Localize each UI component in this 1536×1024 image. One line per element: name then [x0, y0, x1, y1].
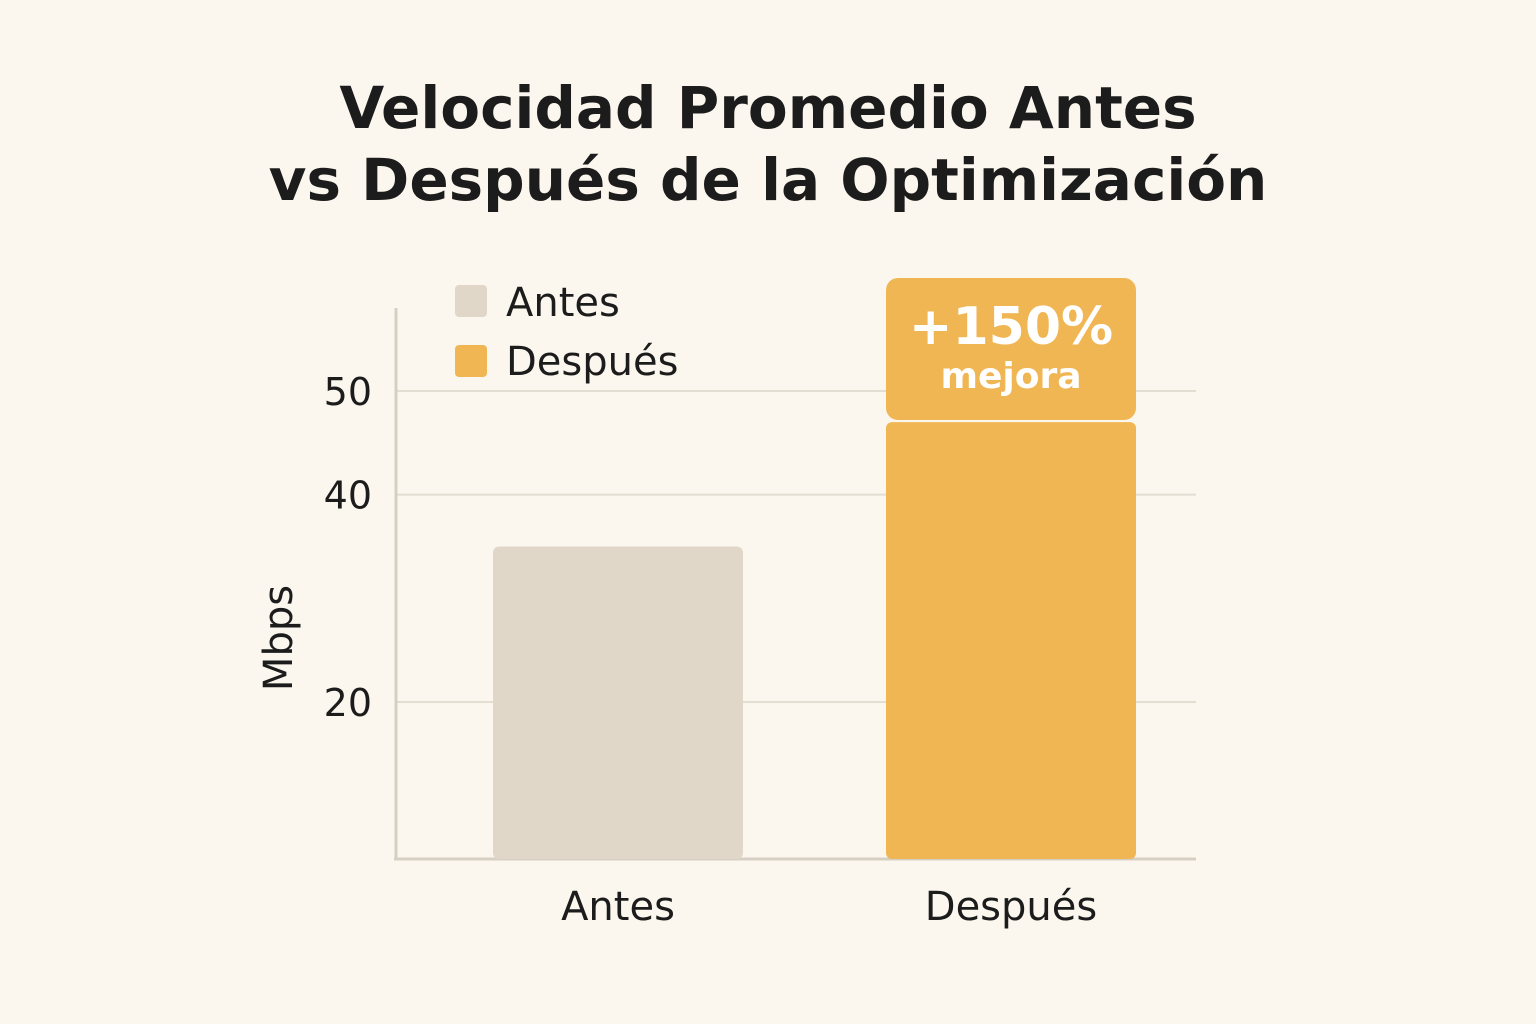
bar-antes: [493, 546, 743, 859]
y-tick-label-50: 50: [324, 370, 372, 414]
legend-label-despues: Después: [506, 339, 678, 385]
chart-title-line-2: vs Después de la Optimización: [268, 146, 1268, 214]
legend-label-antes: Antes: [506, 280, 620, 326]
x-tick-label-despues: Después: [925, 884, 1097, 930]
bars: [493, 422, 1136, 859]
bar-despues: [886, 422, 1136, 859]
y-axis-label: Mbps: [256, 585, 302, 691]
legend-swatch-antes: [455, 285, 487, 317]
y-tick-labels: 50 40 20: [324, 370, 372, 725]
chart-title-line-1: Velocidad Promedio Antes: [339, 74, 1197, 142]
legend: Antes Después: [455, 280, 678, 385]
x-tick-labels: Antes Después: [561, 884, 1097, 930]
legend-swatch-despues: [455, 345, 487, 377]
improvement-badge: +150% mejora: [886, 278, 1136, 420]
y-tick-label-20: 20: [324, 681, 372, 725]
x-tick-label-antes: Antes: [561, 884, 675, 930]
improvement-percent: +150%: [908, 297, 1114, 357]
y-tick-label-40: 40: [324, 474, 372, 518]
improvement-text: mejora: [940, 356, 1082, 397]
chart-title: Velocidad Promedio Antes vs Después de l…: [0, 72, 1536, 216]
